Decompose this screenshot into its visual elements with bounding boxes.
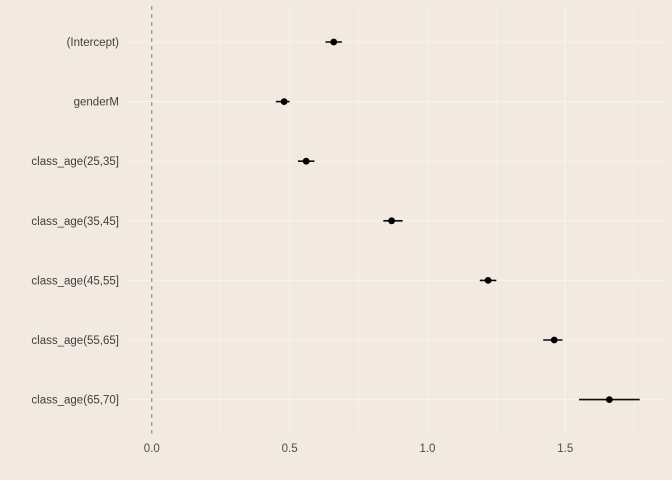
y-axis-label: (Intercept)	[67, 37, 120, 49]
estimate-point	[550, 336, 558, 344]
estimate-point	[330, 38, 338, 46]
estimate-point	[605, 396, 613, 403]
y-axis-label: class_age(25,35]	[31, 156, 119, 168]
x-axis-tick-label: 0.5	[282, 443, 298, 455]
estimate-point	[302, 157, 310, 165]
estimate-point	[484, 277, 492, 284]
estimate-point	[388, 217, 396, 225]
y-axis-label: genderM	[74, 97, 119, 109]
y-axis-label: class_age(65,70]	[31, 395, 119, 407]
x-axis-tick-label: 1.5	[557, 443, 573, 455]
estimate-point	[280, 98, 288, 105]
y-axis-label: class_age(35,45]	[31, 216, 119, 228]
x-axis-tick-label: 1.0	[419, 443, 435, 455]
y-axis-label: class_age(45,55]	[31, 275, 119, 287]
y-axis-label: class_age(55,65]	[31, 335, 119, 347]
x-axis-tick-label: 0.0	[144, 443, 160, 455]
